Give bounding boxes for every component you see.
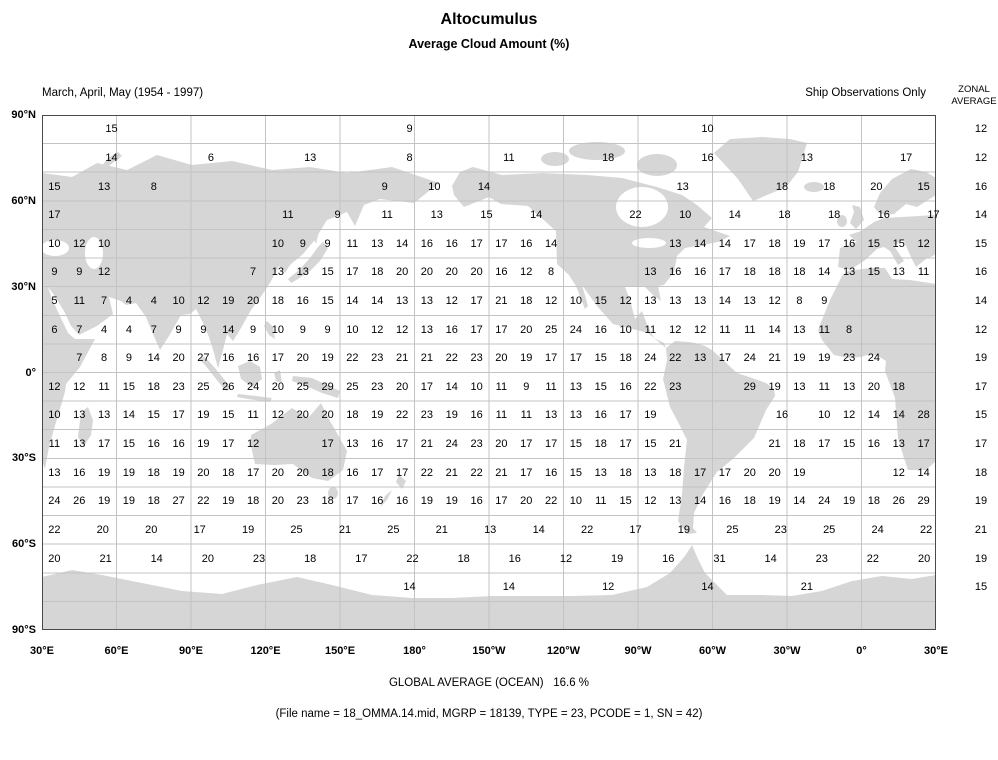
period-label: March, April, May (1954 - 1997) — [42, 87, 204, 99]
lat-axis-label: 60°N — [11, 194, 36, 207]
caspian-sea — [85, 237, 103, 269]
zonal-average-value: 14 — [974, 209, 988, 222]
new-zealand-island — [396, 475, 406, 489]
lat-axis-label: 90°N — [11, 109, 36, 121]
zonal-average-value: 17 — [974, 380, 988, 393]
zonal-average-value: 16 — [974, 180, 988, 193]
lon-axis-label: 30°W — [773, 645, 801, 657]
zonal-average-value: 12 — [974, 323, 988, 336]
lon-axis-label: 180° — [403, 645, 426, 657]
inland-seas — [42, 187, 668, 269]
lon-axis-label: 120°E — [250, 645, 281, 657]
lon-axis-label: 90°E — [179, 645, 203, 657]
great-lakes — [632, 238, 666, 248]
zonal-average-value: 12 — [974, 123, 988, 136]
arctic-island — [569, 142, 625, 160]
lat-axis-label: 90°S — [12, 624, 36, 636]
tasmania-island — [328, 487, 338, 499]
philippines-islands — [264, 321, 275, 339]
zonal-header-line2: AVERAGE — [951, 96, 997, 107]
lon-axis-label: 90°W — [624, 645, 652, 657]
lon-axis-label: 150°W — [472, 645, 506, 657]
iceland-island — [804, 182, 824, 192]
zonal-average-value: 18 — [974, 466, 988, 479]
zonal-header-line1: ZONAL — [958, 84, 990, 95]
madagascar-island — [78, 407, 93, 446]
britain-island — [850, 205, 864, 229]
grid-lines — [42, 115, 936, 630]
borneo-island — [238, 361, 262, 387]
new-zealand-island — [380, 490, 392, 507]
scandinavia-landmass — [874, 169, 936, 215]
sumatra-island — [199, 357, 231, 391]
page-title: Altocumulus — [440, 11, 538, 28]
page-subtitle: Average Cloud Amount (%) — [408, 37, 570, 51]
zonal-average-value: 12 — [974, 151, 988, 164]
hudson-bay — [616, 187, 668, 227]
lat-axis-label: 30°N — [11, 280, 36, 293]
zonal-average-value: 16 — [974, 266, 988, 279]
north-america-landmass — [452, 167, 730, 348]
black-sea — [42, 240, 69, 256]
ireland-island — [837, 215, 847, 227]
lat-axis-label: 30°S — [12, 452, 36, 465]
lat-axis-label: 60°S — [12, 538, 36, 551]
lon-axis-label: 30°E — [924, 645, 948, 657]
world-map-plot — [42, 115, 936, 630]
arctic-island — [637, 154, 677, 176]
lon-axis-label: 0° — [856, 645, 867, 657]
south-america-landmass — [663, 341, 775, 534]
zonal-average-value: 15 — [974, 409, 988, 422]
zonal-average-value: 19 — [974, 495, 988, 508]
greenland-landmass — [714, 137, 807, 201]
japan-islands — [288, 242, 328, 283]
sakhalin-island — [311, 223, 319, 244]
lon-axis-label: 60°E — [104, 645, 129, 657]
new-guinea-island — [292, 376, 340, 398]
zonal-average-value: 15 — [974, 237, 988, 250]
sulawesi-island — [274, 370, 282, 383]
lon-axis-label: 120°W — [546, 645, 581, 657]
zonal-average-value: 15 — [974, 581, 988, 594]
map-border — [42, 115, 936, 630]
source-label: Ship Observations Only — [805, 87, 926, 99]
lat-axis-label: 0° — [25, 366, 36, 379]
java-island — [237, 394, 272, 402]
file-info-label: (File name = 18_OMMA.14.mid, MGRP = 1813… — [275, 708, 703, 720]
zonal-average-header: ZONAL AVERAGE — [950, 84, 998, 108]
arctic-island — [541, 152, 569, 166]
lon-axis-label: 60°W — [698, 645, 727, 657]
zonal-average-value: 17 — [974, 438, 988, 450]
zonal-average-value: 19 — [974, 552, 988, 565]
africa-east-landmass — [42, 284, 95, 469]
europe-landmass — [838, 215, 936, 270]
zonal-average-value: 19 — [974, 352, 988, 365]
lon-axis-label: 150°E — [324, 645, 356, 657]
zonal-average-value: 21 — [974, 523, 988, 536]
lon-axis-label: 30°E — [30, 645, 54, 657]
global-average-label: GLOBAL AVERAGE (OCEAN) 16.6 % — [388, 677, 590, 689]
africa-west-landmass — [818, 268, 936, 470]
australia-landmass — [251, 403, 347, 481]
zonal-average-value: 14 — [974, 295, 988, 307]
